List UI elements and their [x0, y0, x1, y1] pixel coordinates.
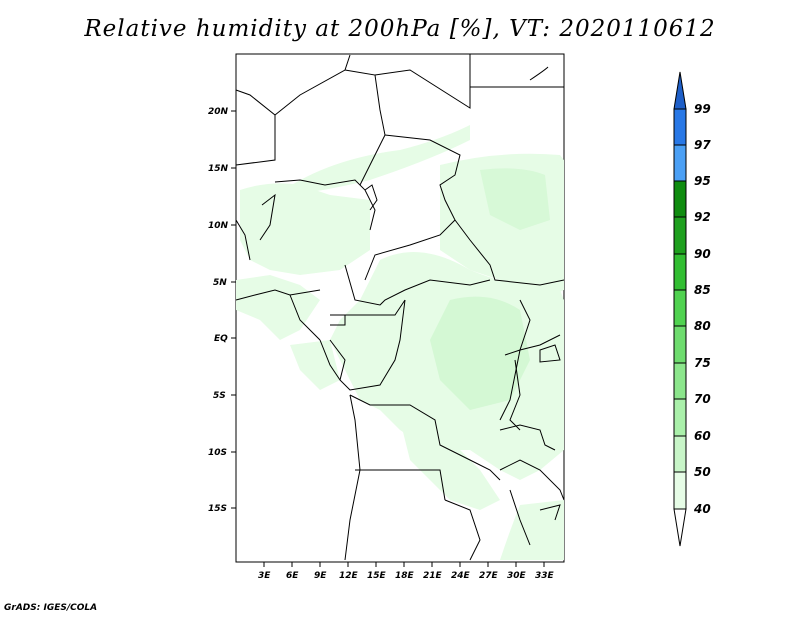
colorbar-label: 97 [694, 138, 711, 152]
colorbar-segment [673, 325, 687, 364]
colorbar-segment [673, 108, 687, 146]
country-borders [235, 54, 565, 561]
colorbar-segment [673, 398, 687, 437]
lon-tick-label: 33E [535, 571, 555, 581]
humidity-shading [236, 125, 564, 560]
lat-tick-label: 10S [208, 448, 227, 458]
colorbar-segment [673, 471, 687, 510]
lat-tick-label: 15S [208, 504, 227, 514]
lat-tick-label: 5S [213, 391, 226, 401]
lon-tick-label: 15E [367, 571, 387, 581]
lon-tick-label: 6E [286, 571, 299, 581]
colorbar [673, 71, 687, 547]
colorbar-label: 60 [694, 429, 711, 443]
lon-tick-label: 27E [479, 571, 499, 581]
colorbar-label: 75 [694, 356, 711, 370]
lat-tick-label: 15N [208, 164, 229, 174]
colorbar-label: 99 [694, 102, 711, 116]
colorbar-label: 90 [694, 247, 711, 261]
colorbar-label: 80 [694, 319, 711, 333]
colorbar-label: 40 [693, 502, 711, 516]
colorbar-segment [673, 362, 687, 400]
colorbar-labels: 99 97 95 92 90 85 80 75 70 60 50 40 [693, 102, 711, 516]
colorbar-segment [673, 144, 687, 182]
lat-tick-label: 10N [208, 221, 229, 231]
colorbar-segment [673, 216, 687, 255]
lon-axis: 3E 6E 9E 12E 15E 18E 21E 24E 27E 30E 33E [258, 562, 555, 581]
colorbar-label: 50 [694, 465, 711, 479]
grads-credit: GrADS: IGES/COLA [4, 603, 98, 613]
lat-axis: 20N 15N 10N 5N EQ 5S 10S 15S [208, 107, 236, 514]
colorbar-label: 70 [694, 392, 711, 406]
colorbar-segment [673, 180, 687, 218]
lon-tick-label: 18E [395, 571, 415, 581]
colorbar-bottom-arrow [673, 508, 687, 547]
lat-tick-label: 20N [208, 107, 229, 117]
colorbar-segment [673, 435, 687, 473]
lon-tick-label: 30E [507, 571, 527, 581]
lon-tick-label: 24E [451, 571, 471, 581]
lon-tick-label: 21E [423, 571, 443, 581]
map-title: Relative humidity at 200hPa [%], VT: 202… [84, 16, 716, 42]
lon-tick-label: 9E [314, 571, 327, 581]
lat-tick-label: EQ [214, 334, 228, 344]
colorbar-label: 85 [694, 283, 711, 297]
lat-tick-label: 5N [213, 278, 227, 288]
colorbar-segment [673, 289, 687, 327]
colorbar-label: 95 [694, 174, 711, 188]
lon-tick-label: 3E [258, 571, 271, 581]
lon-tick-label: 12E [339, 571, 359, 581]
colorbar-segment [673, 253, 687, 291]
colorbar-label: 92 [694, 210, 711, 224]
colorbar-top-arrow [673, 71, 687, 110]
